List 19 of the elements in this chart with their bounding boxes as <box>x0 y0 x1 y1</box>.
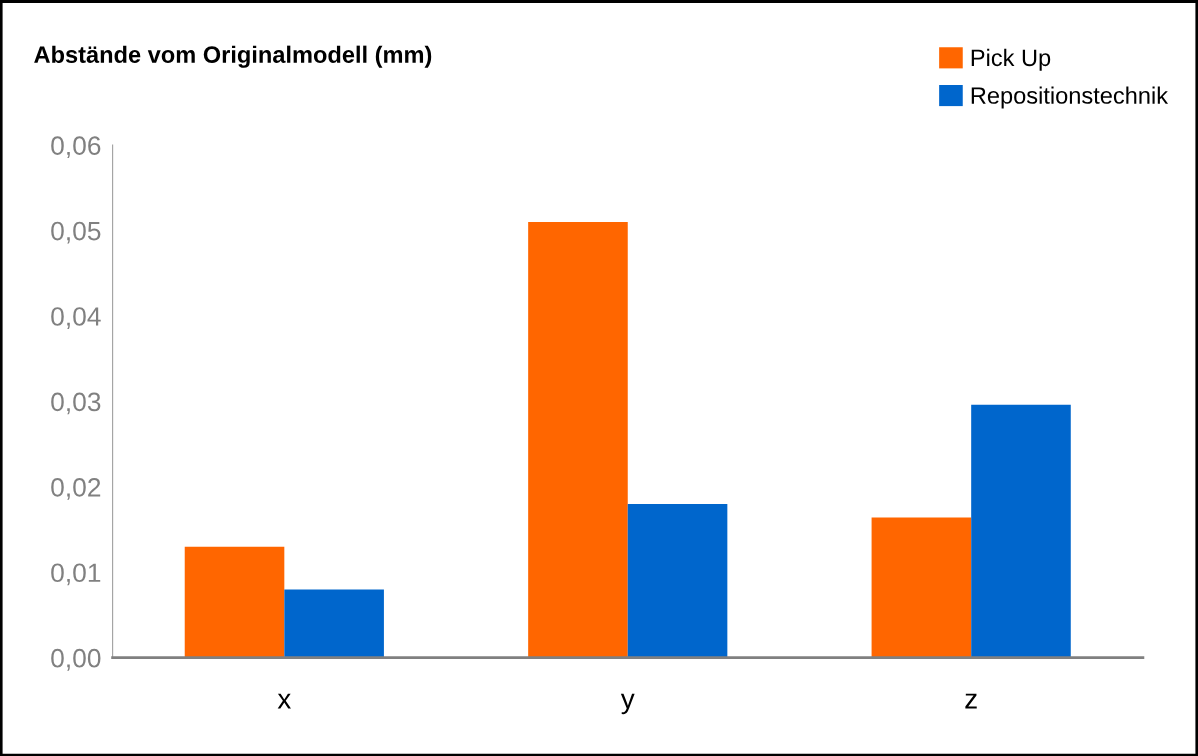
bar <box>871 517 972 658</box>
bar <box>627 503 728 658</box>
x-tick-label: y <box>620 693 635 715</box>
y-tick-label: 0,04 <box>51 307 101 329</box>
chart-title: Abstände vom Originalmodell (mm) <box>34 45 432 68</box>
legend-label: Pick Up <box>971 48 1051 71</box>
y-tick-label: 0,00 <box>51 648 101 671</box>
bar <box>184 546 285 658</box>
y-tick-label: 0,06 <box>51 136 101 159</box>
y-tick-label: 0,05 <box>51 221 101 244</box>
y-tick-label: 0,02 <box>51 478 101 500</box>
y-tick-label: 0,01 <box>51 563 101 586</box>
bar <box>528 222 628 658</box>
x-tick-label: x <box>277 693 291 709</box>
y-tick-label: 0,03 <box>51 392 101 415</box>
x-tick-label: z <box>965 693 977 709</box>
bar <box>284 589 384 658</box>
legend-label: Repositionstechnik <box>971 86 1169 109</box>
bar <box>971 404 1071 658</box>
